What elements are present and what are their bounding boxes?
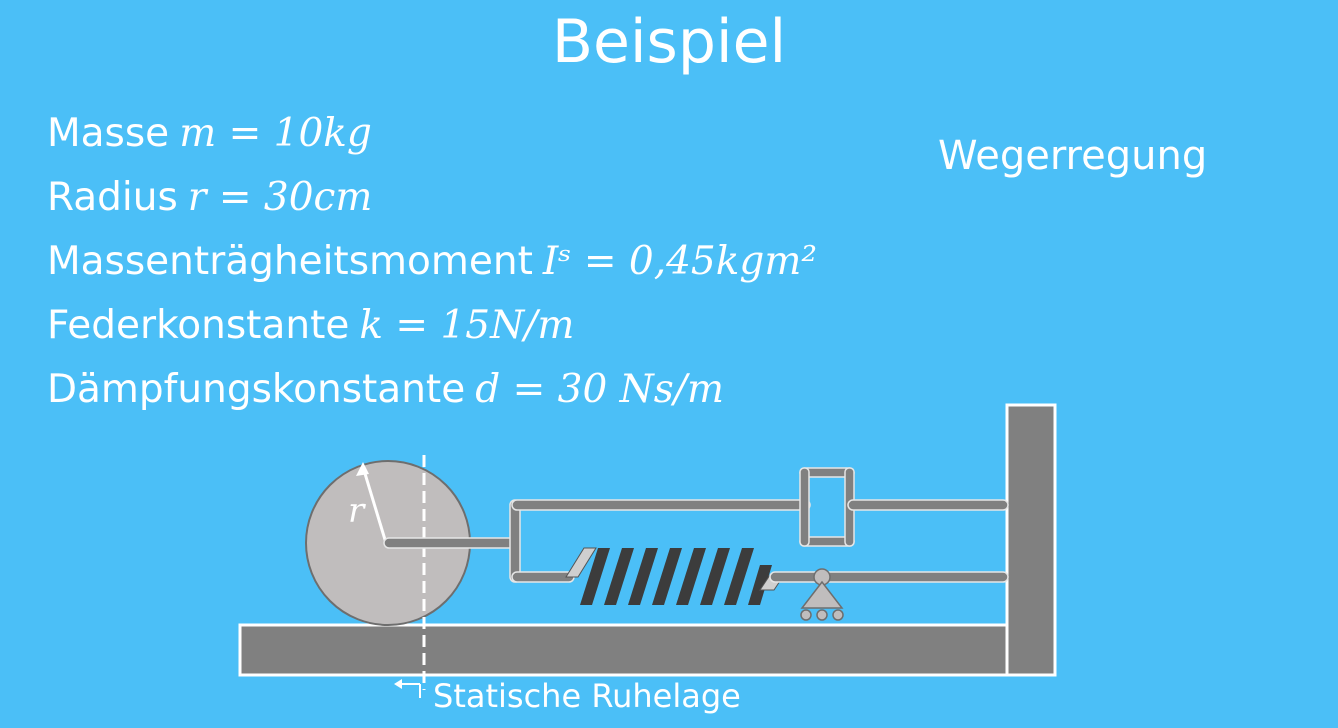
ground-base (238, 623, 1012, 677)
param-radius-expr: r = 30cm (187, 175, 373, 220)
param-spring-expr: k = 15N/m (359, 303, 575, 348)
param-inertia: Massenträgheitsmoment Iˢ = 0,45kgm² (47, 234, 817, 298)
spring-rod-right (769, 571, 1009, 583)
damper-rod-left (511, 499, 811, 511)
param-mass: Masse m = 10kg (47, 106, 817, 170)
damper-piston (799, 467, 810, 547)
roller-support-icon (800, 568, 844, 621)
page-title: Beispiel (551, 7, 787, 77)
param-spring: Federkonstante k = 15N/m (47, 298, 817, 362)
damper-rod-right (847, 499, 1009, 511)
radius-line (361, 466, 388, 544)
spring (565, 547, 785, 605)
radius-arrowhead-icon (356, 462, 369, 476)
param-inertia-label: Massenträgheitsmoment (47, 239, 533, 284)
param-spring-label: Federkonstante (47, 303, 350, 348)
parameter-list: Masse m = 10kg Radius r = 30cm Massenträgh… (47, 106, 817, 426)
param-damping: Dämpfungskonstante d = 30 Ns/m (47, 362, 817, 426)
param-radius: Radius r = 30cm (47, 170, 817, 234)
axle-rod (383, 537, 519, 549)
param-damping-expr: d = 30 Ns/m (475, 367, 724, 412)
param-radius-label: Radius (47, 175, 178, 220)
param-inertia-expr: Iˢ = 0,45kgm² (542, 239, 817, 284)
param-mass-label: Masse (47, 111, 170, 156)
right-wall (1005, 403, 1057, 677)
spring-rod-left (511, 571, 575, 583)
radius-symbol: r (348, 491, 366, 531)
excitation-label: Wegerregung (938, 133, 1208, 179)
connector-bar (509, 499, 521, 583)
param-mass-expr: m = 10kg (179, 111, 372, 156)
rest-position-label: Statische Ruhelage (433, 677, 741, 715)
param-damping-label: Dämpfungskonstante (47, 367, 466, 412)
rest-marker-arrow-icon (394, 679, 402, 689)
